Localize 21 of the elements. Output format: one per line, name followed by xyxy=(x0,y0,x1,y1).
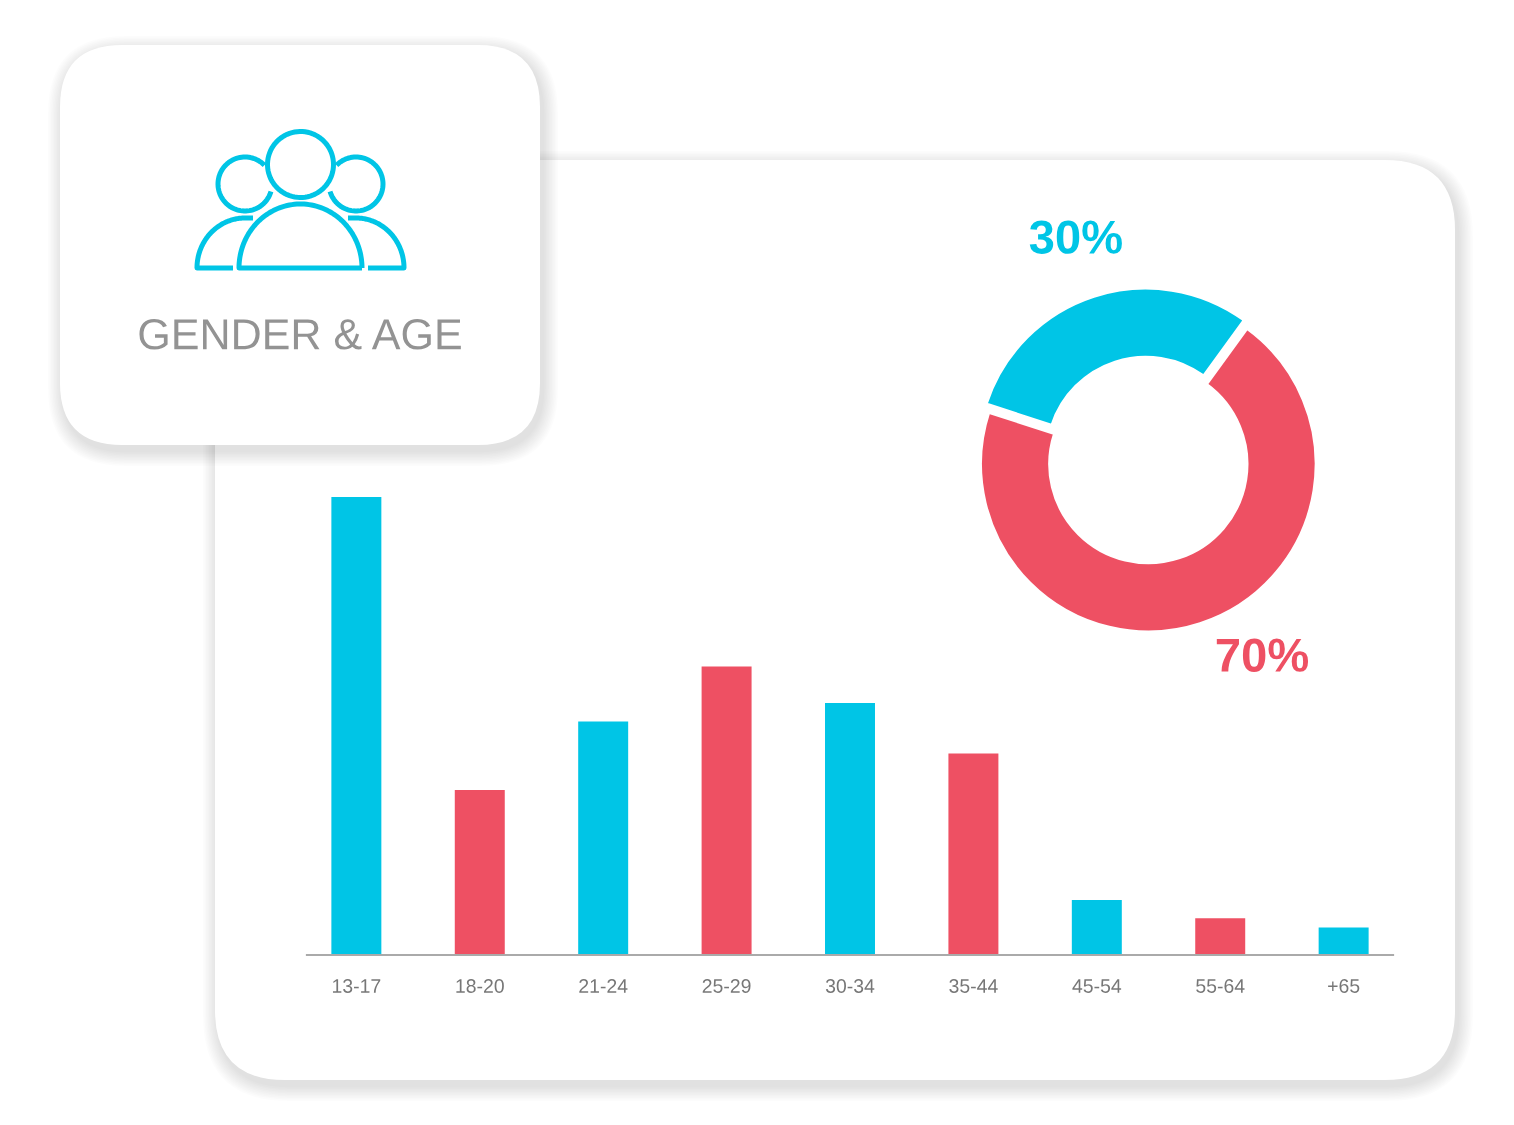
bar xyxy=(331,497,382,955)
bar xyxy=(701,666,752,955)
x-tick-label: +65 xyxy=(1328,979,1360,993)
x-tick-label: 55-64 xyxy=(1196,979,1245,993)
text: GENDER & AGE xyxy=(139,319,461,350)
x-tick-label: 18-20 xyxy=(456,979,504,993)
x-tick-label: 13-17 xyxy=(332,979,381,993)
x-tick-label: 45-54 xyxy=(1072,979,1122,993)
x-tick-label: 35-44 xyxy=(949,979,998,993)
data-label: 30% xyxy=(1029,220,1122,254)
bar xyxy=(1071,900,1122,955)
data-label: 70% xyxy=(1216,638,1309,672)
x-tick-label: 30-34 xyxy=(825,979,875,993)
bar xyxy=(578,721,629,955)
bar xyxy=(825,703,875,955)
x-tick-label: 21-24 xyxy=(579,979,628,993)
bar xyxy=(948,753,999,955)
bar xyxy=(1195,918,1246,955)
x-tick-label: 25-29 xyxy=(702,979,751,993)
bar xyxy=(454,790,505,955)
bar xyxy=(1318,927,1369,955)
